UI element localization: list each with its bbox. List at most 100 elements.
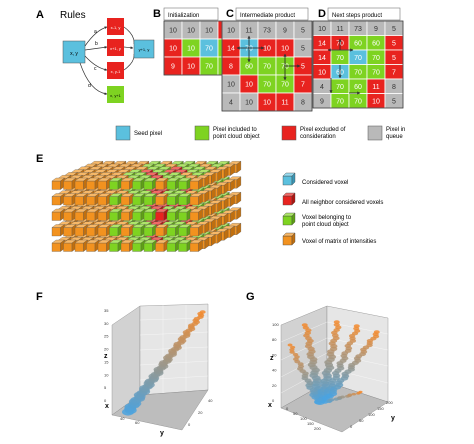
rule-neighbor-label: x, y-1 — [111, 69, 122, 74]
grid-cell-value: 60 — [245, 64, 253, 71]
voxel-cube — [51, 239, 65, 252]
voxel-cube — [166, 208, 180, 221]
legend-voxel-object: Voxel belonging to point cloud object — [302, 215, 353, 228]
legend-voxel-object-line: Voxel belonging to — [302, 215, 352, 221]
grid-cell-value: 60 — [354, 84, 362, 91]
grid-cell-value: 11 — [245, 28, 252, 35]
tick-label: 30 — [104, 321, 109, 326]
voxel-cube — [120, 177, 134, 190]
voxel-cube — [109, 208, 123, 221]
cloud-point — [290, 345, 296, 349]
grid-cell-value: 4 — [229, 100, 233, 107]
point-cloud-f — [122, 310, 206, 416]
tick-label: 20 — [272, 383, 277, 388]
grid-cell-value: 14 — [227, 46, 235, 53]
panel-f: F 35 30 25 20 15 10 5 0 0 20 40 40 60 z x y — [36, 291, 213, 437]
tick-label: 40 — [208, 398, 213, 403]
tick-label: 15 — [104, 359, 109, 364]
grid-cell-value: 70 — [205, 46, 213, 53]
rule-neighbor-label: x-1, y — [111, 25, 121, 30]
grid-cell-value: 9 — [374, 26, 378, 33]
grid-cell-value: 8 — [392, 84, 396, 91]
legend-cube-considered — [282, 172, 296, 186]
grid-border — [221, 20, 313, 112]
panel-c-title-box — [235, 7, 309, 21]
tick-label: 20 — [104, 347, 109, 352]
rule-neighbor-label: x+1, y — [110, 46, 121, 51]
grid-cell-value: 8 — [301, 100, 305, 107]
cloud-point — [289, 350, 295, 354]
voxel-cube — [166, 193, 180, 206]
panel-letter-f: F — [36, 291, 43, 303]
cloud-point — [340, 395, 346, 399]
grid-cell-value: 70 — [372, 55, 380, 62]
voxel-cube — [189, 239, 203, 252]
rule-arrow-label: d — [88, 83, 91, 89]
tick-label: 25 — [104, 334, 109, 339]
grid-cell-value: 70 — [372, 69, 380, 76]
voxel-cube — [51, 208, 65, 221]
legend-label-excluded-line: Pixel excluded of — [300, 127, 346, 133]
legend-label-included-line: Pixel included to — [213, 127, 257, 133]
voxel-cube — [120, 239, 134, 252]
rule-merge-arrow — [123, 26, 135, 45]
axis-label-y: y — [391, 415, 395, 422]
grid-cell-value: 10 — [227, 82, 235, 89]
voxel-cube — [178, 193, 192, 206]
rule-merge-arrow — [123, 53, 135, 71]
panel-a-title: Rules — [60, 10, 86, 21]
axis-label-z: z — [104, 353, 108, 360]
rule-neighbor-cell — [107, 39, 124, 56]
grid-cell-value: 10 — [187, 46, 195, 53]
grid-cell-value: 11 — [281, 100, 288, 107]
rule-arrow — [79, 62, 108, 96]
legend-cube-object — [282, 212, 296, 226]
grid-cell-value: 70 — [263, 82, 271, 89]
tick-label: 0 — [272, 398, 275, 403]
grid-cell-value: 70 — [354, 55, 362, 62]
voxel-cube — [189, 193, 203, 206]
grid-cell-value: 70 — [336, 55, 344, 62]
tick-label: 20 — [198, 410, 203, 415]
voxel-cube — [166, 239, 180, 252]
voxel-cube — [74, 208, 88, 221]
legend-cube-neighbor — [282, 192, 296, 206]
panel-d-title-box — [327, 7, 401, 21]
grid-cell-value: 60 — [354, 40, 362, 47]
rule-merge-arrow — [123, 46, 134, 50]
voxel-cube — [166, 224, 180, 237]
grid-cell-value: 5 — [392, 55, 396, 62]
grid-cell-value: 8 — [229, 64, 233, 71]
legend-label-queue-line: queue — [386, 134, 403, 140]
legend-voxel-neighbor: All neighbor considered voxels — [302, 200, 383, 206]
voxel-cube — [189, 177, 203, 190]
tick-label: 10 — [104, 372, 109, 377]
voxel-cube — [109, 239, 123, 252]
panel-a: A Rules x, y x-1, y x+1, y x, y-1 x, y+1… — [36, 9, 155, 103]
cloud-point — [328, 398, 335, 402]
tick-label: 80 — [272, 337, 277, 342]
panel-letter-g: G — [246, 291, 255, 303]
voxel-cube — [74, 177, 88, 190]
grid-cell-value: 4 — [320, 84, 324, 91]
axis-label-x: x — [268, 402, 272, 409]
tick-label: 35 — [104, 308, 109, 313]
legend-swatch-excluded — [281, 125, 297, 141]
grid-cell-value: 9 — [320, 98, 324, 105]
voxel-cube — [97, 177, 111, 190]
voxel-cube — [86, 177, 100, 190]
voxel-cube — [63, 239, 77, 252]
cloud-point — [287, 343, 293, 347]
grid-cell-value: 10 — [169, 46, 177, 53]
rule-neighbor-label: x, y+1 — [110, 93, 122, 98]
voxel-cube — [143, 239, 157, 252]
voxel-cube — [178, 208, 192, 221]
voxel-cube — [86, 208, 100, 221]
grid-cell-value: 5 — [392, 26, 396, 33]
legend-swatch-seed — [115, 125, 131, 141]
voxel-cube — [51, 193, 65, 206]
legend-cube-matrix — [282, 232, 296, 246]
